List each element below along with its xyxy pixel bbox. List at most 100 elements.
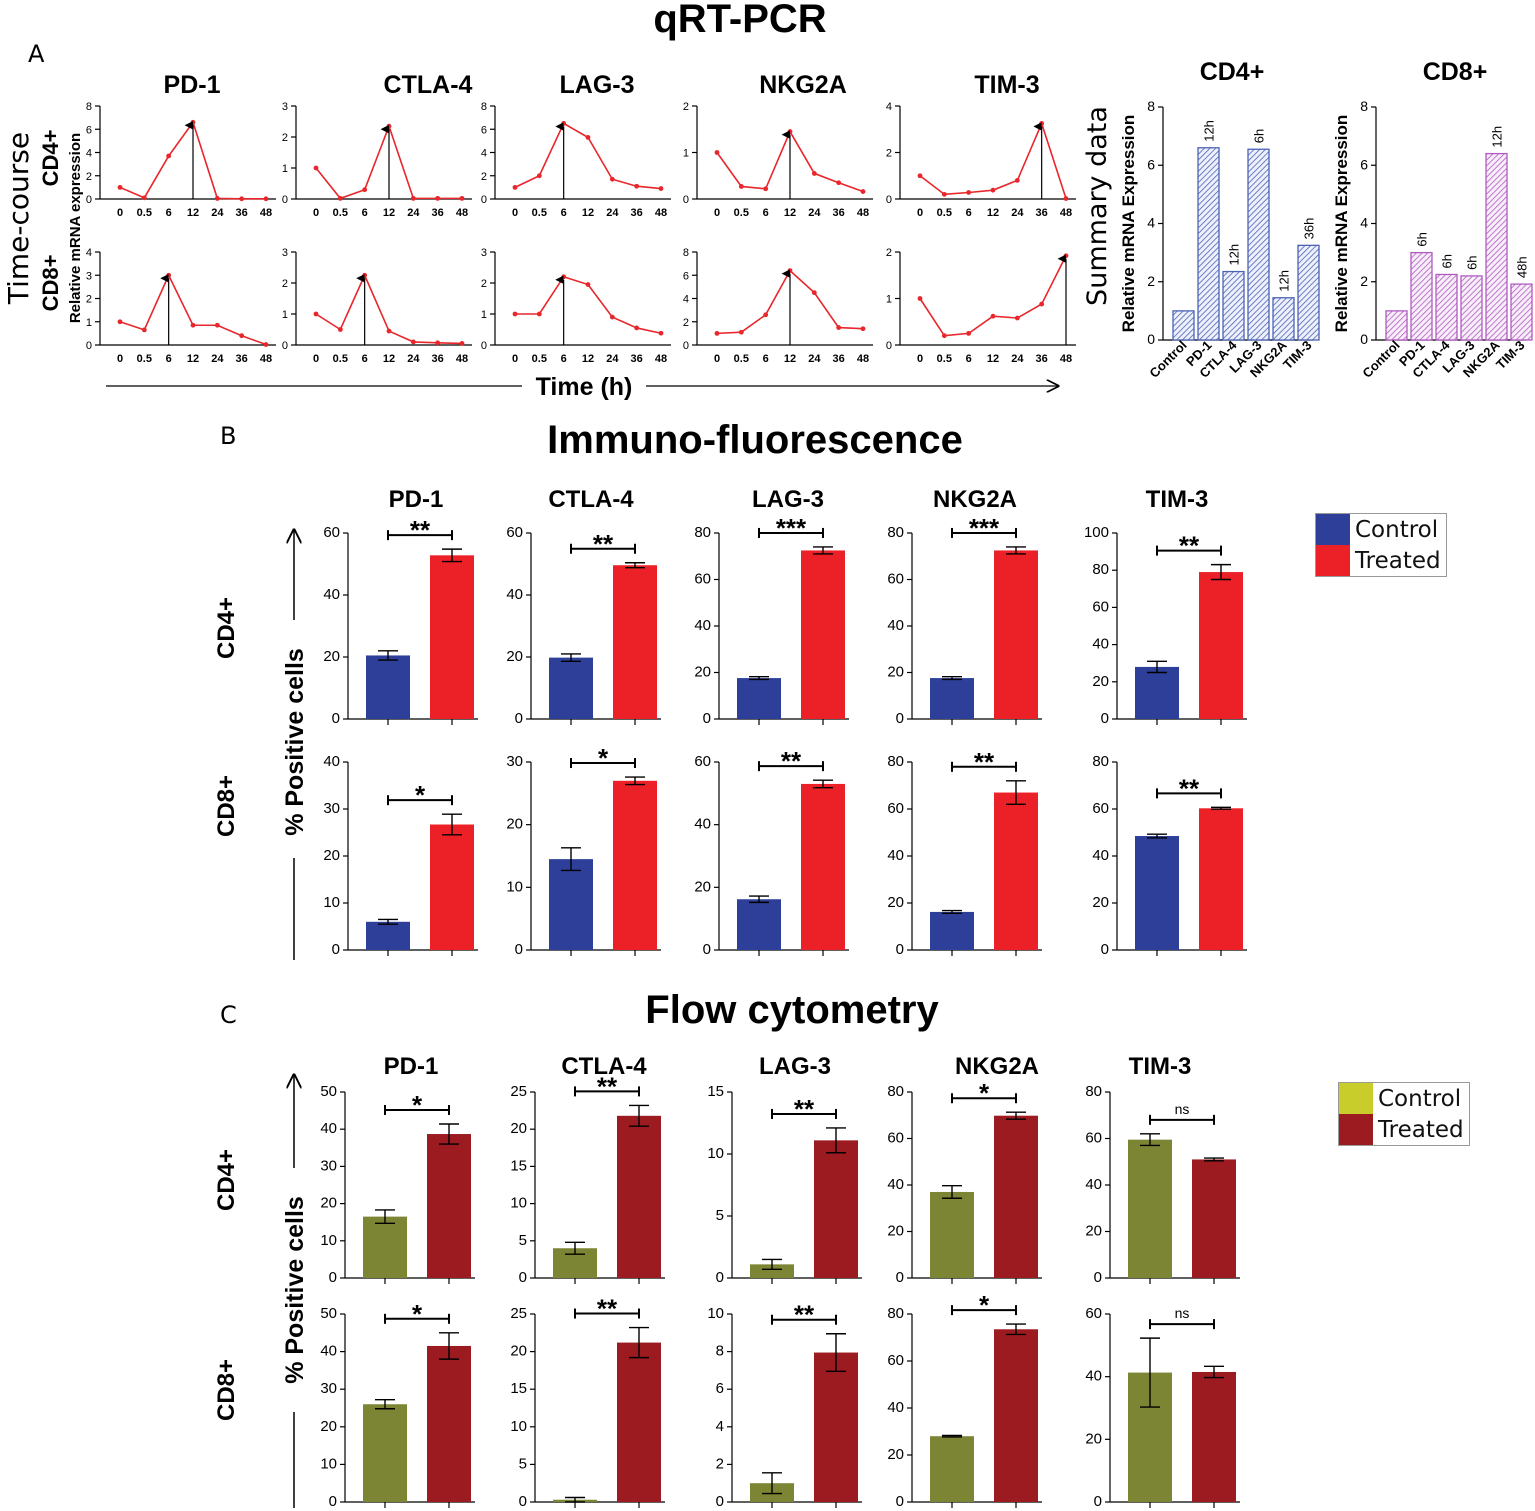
if-y-tick-label: 40 [694,816,711,833]
tc-y-tick-label: 0 [886,340,892,352]
fc-y-tick-label: 10 [320,1455,337,1472]
if-bar-treated [994,550,1038,719]
tc-data-point [263,342,269,347]
if-plot-cd8-3: 0 20 40 60 80 ** [887,747,1042,958]
if-y-tick-label: 60 [506,524,523,541]
if-y-tick-label: 20 [506,648,523,665]
tc-data-point [459,341,465,346]
if-y-tick-label: 0 [332,941,340,958]
if-bar-control [549,859,593,950]
summary-y-tick-label: 4 [1360,215,1368,231]
fc-y-tick-label: 80 [887,1305,904,1322]
tc-x-tick-label: 12 [383,353,395,365]
if-sig-label: ** [974,747,995,777]
tc-x-tick-label: 0 [512,207,518,219]
tc-x-tick-label: 24 [211,353,224,365]
tc-y-tick-label: 4 [683,294,689,306]
if-y-tick-label: 80 [1092,753,1109,770]
if-y-tick-label: 60 [694,753,711,770]
if-y-tick-label: 10 [506,878,523,895]
fc-y-tick-label: 6 [716,1380,724,1397]
tc-data-point [337,195,343,201]
summary-category-label: TIM-3 [1493,338,1528,373]
fc-y-tick-label: 8 [716,1343,724,1360]
fc-y-tick-label: 4 [716,1418,724,1435]
tc-y-tick-label: 0 [683,194,689,206]
tc-x-tick-label: 6 [561,353,567,365]
time-axis-label: Time (h) [536,373,633,401]
tc-x-tick-label: 48 [655,207,667,219]
tc-x-tick-label: 6 [362,207,368,219]
tc-data-point [386,123,392,129]
tc-data-point [561,121,567,126]
fc-bar-treated [617,1115,661,1278]
tc-x-tick-label: 12 [187,207,199,219]
legend-label-control: Control [1378,1085,1462,1112]
tc-data-point [990,187,996,193]
fc-y-tick-label: 20 [510,1343,527,1360]
fc-y-tick-label: 40 [887,1399,904,1416]
tc-y-tick-label: 2 [886,148,892,160]
tc-y-tick-label: 2 [683,101,689,113]
fc-bar-control [363,1216,407,1278]
fc-sig-label: ** [597,1294,618,1324]
fc-gene-title: TIM-3 [1129,1053,1192,1080]
tc-x-tick-label: 0 [313,353,319,365]
summary-bar [1222,270,1245,341]
tc-x-tick-label: 6 [166,207,172,219]
if-y-tick-label: 30 [323,800,340,817]
summary-bar [1197,147,1220,341]
fc-bar-control [930,1436,974,1502]
fc-cd4-row-label: CD4+ [213,1149,240,1211]
fc-plot-cd4-1: 0 5 10 15 20 25 ** [510,1071,665,1286]
if-plot-cd4-4: 0 20 40 60 80 100 ** [1084,524,1247,727]
tc-x-tick-label: 24 [1011,353,1024,365]
summary-bar-label: 12h [1277,270,1292,292]
fc-cd8-row-label: CD8+ [213,1359,240,1421]
fc-bar-treated [617,1342,661,1502]
if-y-tick-label: 60 [887,800,904,817]
tc-gene-title: TIM-3 [974,71,1039,99]
if-y-tick-label: 40 [506,586,523,603]
tc-data-point [990,313,996,319]
if-y-tick-label: 0 [515,710,523,727]
tc-x-tick-label: 36 [833,207,845,219]
tc-x-tick-label: 0.5 [937,207,952,219]
tc-x-tick-label: 24 [1011,207,1024,219]
fc-y-tick-label: 10 [320,1232,337,1249]
tc-data-point [190,119,196,125]
tc-data-point [658,186,664,191]
tc-x-tick-label: 0 [714,353,720,365]
fc-y-tick-label: 0 [1094,1493,1102,1510]
tc-x-tick-label: 12 [383,207,395,219]
fc-y-tick-label: 10 [510,1195,527,1212]
if-y-tick-label: 40 [1092,847,1109,864]
tc-x-tick-label: 36 [236,207,248,219]
tc-data-point [1063,196,1069,201]
tc-y-tick-label: 3 [282,247,288,259]
tc-x-tick-label: 48 [260,353,272,365]
fc-y-tick-label: 40 [887,1176,904,1193]
tc-x-tick-label: 0.5 [333,207,348,219]
fc-y-tick-label: 80 [1085,1083,1102,1100]
tc-series-line [919,255,1067,337]
tc-x-tick-label: 48 [456,207,468,219]
fc-y-tick-label: 0 [329,1269,337,1286]
fc-y-tick-label: 10 [707,1145,724,1162]
tc-x-tick-label: 12 [582,353,594,365]
tc-cd8-row-label: CD8+ [38,255,63,312]
tc-y-tick-label: 2 [86,171,92,183]
summary-y-tick-label: 0 [1147,331,1155,347]
fc-sig-label: * [979,1290,990,1320]
fc-y-tick-label: 20 [1085,1430,1102,1447]
if-y-tick-label: 0 [1101,710,1109,727]
if-y-tick-label: 0 [703,941,711,958]
tc-ylabel: Relative mRNA expression [67,133,84,323]
fc-sig-label: ns [1175,1101,1190,1117]
tc-data-point [386,328,392,334]
